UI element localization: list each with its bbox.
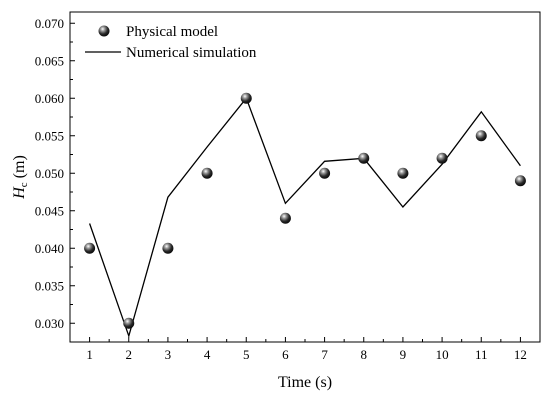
y-axis-title-subscript: c	[18, 182, 30, 187]
y-tick-label: 0.040	[35, 241, 64, 256]
x-tick-label: 11	[475, 347, 488, 362]
physical-model-point	[123, 317, 135, 329]
y-axis-title: Hc (m)	[11, 155, 30, 200]
x-tick-label: 4	[204, 347, 211, 362]
x-tick-label: 10	[436, 347, 449, 362]
x-tick-label: 1	[86, 347, 93, 362]
physical-model-point	[397, 167, 409, 179]
physical-model-point	[475, 130, 487, 142]
physical-model-point	[319, 167, 331, 179]
y-tick-label: 0.070	[35, 16, 64, 31]
physical-model-point	[279, 212, 291, 224]
physical-model-point	[240, 92, 252, 104]
physical-model-point	[84, 242, 96, 254]
x-tick-label: 2	[126, 347, 133, 362]
physical-model-point	[162, 242, 174, 254]
x-tick-label: 9	[400, 347, 407, 362]
legend: Physical model Numerical simulation	[85, 24, 257, 61]
x-axis-title: Time (s)	[278, 374, 332, 391]
y-axis-title-symbol: H	[11, 186, 28, 200]
y-tick-label: 0.035	[35, 278, 64, 293]
y-axis-title-unit: (m)	[11, 155, 28, 182]
x-tick-label: 5	[243, 347, 250, 362]
x-tick-labels: 1 2 3 4 5 6 7 8 9 10 11 12	[86, 347, 527, 362]
physical-model-point	[436, 152, 448, 164]
x-tick-label: 8	[361, 347, 368, 362]
numerical-simulation-line	[88, 96, 521, 339]
x-tick-label: 3	[165, 347, 172, 362]
numerical-simulation-series	[88, 96, 521, 339]
legend-marker-physical-model	[98, 25, 110, 37]
physical-model-point	[358, 152, 370, 164]
physical-model-point	[514, 175, 526, 187]
y-tick-label: 0.045	[35, 203, 64, 218]
physical-model-series	[84, 92, 526, 329]
y-tick-label: 0.065	[35, 53, 64, 68]
y-tick-label: 0.050	[35, 166, 64, 181]
y-tick-label: 0.060	[35, 91, 64, 106]
y-tick-label: 0.055	[35, 128, 64, 143]
x-tick-label: 12	[514, 347, 527, 362]
physical-model-point	[201, 167, 213, 179]
legend-label-physical-model: Physical model	[126, 24, 218, 40]
legend-label-numerical-simulation: Numerical simulation	[126, 45, 257, 61]
y-tick-label: 0.030	[35, 316, 64, 331]
x-tick-label: 7	[321, 347, 328, 362]
axis-ticks	[70, 22, 521, 342]
y-tick-labels: 0.030 0.035 0.040 0.045 0.050 0.055 0.060 0.065…	[35, 16, 64, 331]
x-tick-label: 6	[282, 347, 289, 362]
